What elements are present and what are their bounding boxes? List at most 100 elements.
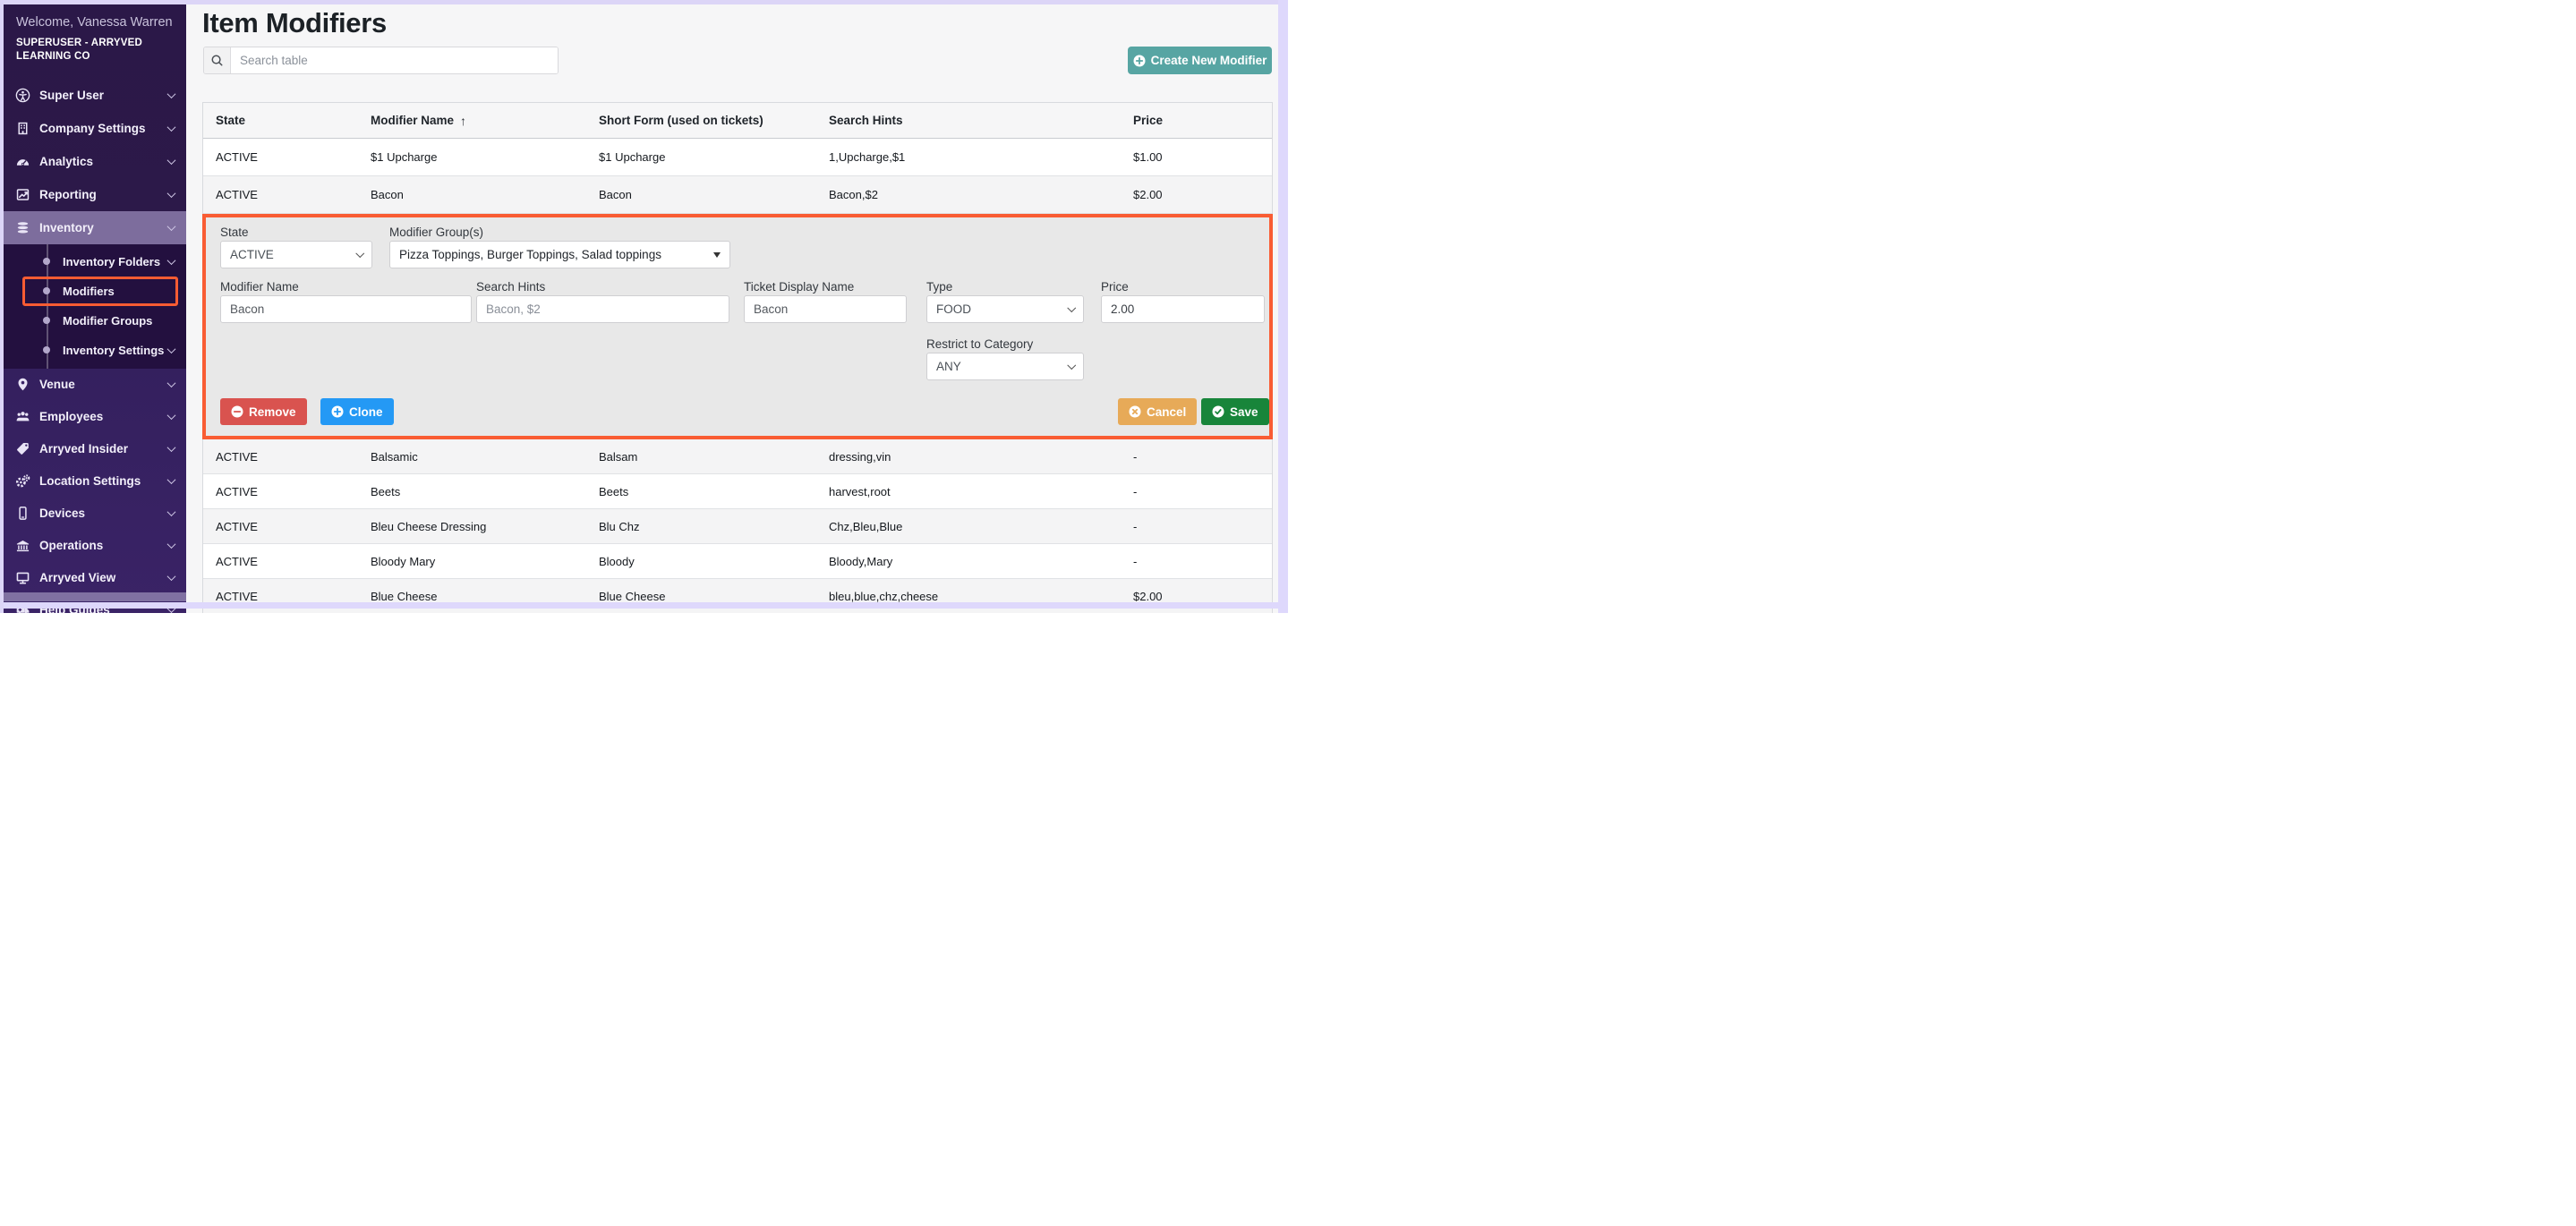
sidebar-item-devices[interactable]: Devices: [4, 498, 186, 530]
sidebar-item-venue[interactable]: Venue: [4, 369, 186, 401]
state-select[interactable]: ACTIVE: [220, 241, 372, 268]
horizontal-scrollbar[interactable]: [4, 602, 1278, 609]
column-header-state[interactable]: State: [216, 114, 246, 127]
cell-modifier-name: Bacon: [371, 188, 404, 201]
table-row[interactable]: ACTIVE Bleu Cheese Dressing Blu Chz Chz,…: [203, 509, 1272, 544]
table-row[interactable]: ACTIVE Bloody Mary Bloody Bloody,Mary -: [203, 544, 1272, 579]
sidebar-item-company-settings[interactable]: Company Settings: [4, 112, 186, 145]
cell-search-hints: harvest,root: [829, 484, 891, 498]
x-circle-icon: [1129, 405, 1141, 418]
clone-button[interactable]: Clone: [320, 398, 394, 425]
price-label: Price: [1101, 280, 1129, 294]
bullet-icon: [43, 287, 50, 295]
column-header-price[interactable]: Price: [1121, 103, 1272, 138]
sidebar-item-employees[interactable]: Employees: [4, 401, 186, 433]
welcome-text: Welcome, Vanessa Warren: [16, 15, 173, 30]
bullet-icon: [43, 317, 50, 325]
cell-short-form: Blue Cheese: [599, 589, 666, 603]
sidebar-item-modifier-groups[interactable]: Modifier Groups: [4, 306, 186, 336]
cell-search-hints: Bloody,Mary: [829, 554, 893, 568]
ticket-display-name-input[interactable]: [744, 295, 907, 323]
sidebar-item-super-user[interactable]: Super User: [4, 79, 186, 112]
column-header-search-hints[interactable]: Search Hints: [816, 103, 1121, 138]
price-input[interactable]: [1101, 295, 1265, 323]
remove-button[interactable]: Remove: [220, 398, 307, 425]
sidebar-scrollbar[interactable]: [4, 592, 186, 601]
cell-price: -: [1133, 449, 1138, 464]
cell-price: -: [1133, 484, 1138, 498]
table-header-row: State Modifier Name ↑ Short Form (used on…: [203, 103, 1272, 139]
cell-state: ACTIVE: [216, 188, 258, 201]
table-row[interactable]: ACTIVE Beets Beets harvest,root -: [203, 474, 1272, 509]
cell-price: -: [1133, 519, 1138, 533]
bullet-icon: [43, 346, 50, 354]
cell-short-form: Blu Chz: [599, 519, 640, 533]
save-button[interactable]: Save: [1201, 398, 1269, 425]
sidebar-item-label: Location Settings: [39, 474, 141, 489]
sidebar: Welcome, Vanessa Warren SUPERUSER - ARRY…: [4, 4, 186, 613]
modifiers-table: State Modifier Name ↑ Short Form (used on…: [202, 102, 1273, 613]
cell-price: $2.00: [1133, 589, 1163, 603]
sidebar-item-inventory-settings[interactable]: Inventory Settings: [4, 336, 186, 365]
page-title: Item Modifiers: [202, 7, 387, 38]
sidebar-item-modifiers[interactable]: Modifiers: [4, 276, 186, 306]
vertical-scrollbar[interactable]: [1278, 0, 1288, 613]
sidebar-item-location-settings[interactable]: Location Settings: [4, 465, 186, 498]
cell-state: ACTIVE: [216, 484, 258, 498]
chevron-down-icon: [166, 507, 176, 517]
sidebar-item-inventory[interactable]: Inventory: [4, 210, 186, 244]
table-row[interactable]: ACTIVE Bacon Bacon Bacon,$2 $2.00: [203, 176, 1272, 214]
minus-circle-icon: [231, 405, 243, 418]
restrict-to-category-select[interactable]: ANY: [926, 353, 1084, 380]
gears-icon: [15, 473, 30, 489]
table-row[interactable]: ACTIVE Balsamic Balsam dressing,vin -: [203, 439, 1272, 474]
chevron-down-icon: [166, 156, 176, 165]
bank-icon: [15, 538, 30, 553]
search-hints-label: Search Hints: [476, 280, 546, 294]
account-name: SUPERUSER - ARRYVED LEARNING CO: [16, 38, 142, 62]
sidebar-item-operations[interactable]: Operations: [4, 530, 186, 562]
sidebar-item-arryved-insider[interactable]: Arryved Insider: [4, 433, 186, 465]
search-input[interactable]: [231, 47, 558, 73]
chevron-down-icon: [166, 256, 176, 265]
tag-icon: [15, 441, 30, 456]
chevron-down-icon: [1067, 361, 1076, 370]
sidebar-item-arryved-view[interactable]: Arryved View: [4, 562, 186, 594]
cell-search-hints: bleu,blue,chz,cheese: [829, 589, 939, 603]
state-label: State: [220, 226, 249, 239]
table-row[interactable]: ACTIVE $1 Upcharge $1 Upcharge 1,Upcharg…: [203, 139, 1272, 176]
sidebar-item-label: Inventory: [39, 220, 94, 234]
sidebar-item-label: Operations: [39, 539, 104, 553]
cell-modifier-name: Bloody Mary: [371, 554, 436, 568]
sidebar-item-label: Inventory Folders: [63, 254, 161, 268]
cell-short-form: $1 Upcharge: [599, 150, 666, 164]
cell-modifier-name: Bleu Cheese Dressing: [371, 519, 487, 533]
database-icon: [15, 220, 30, 235]
cell-short-form: Balsam: [599, 449, 638, 464]
modifier-groups-label: Modifier Group(s): [389, 226, 484, 239]
sort-ascending-icon: ↑: [460, 113, 467, 128]
modifier-groups-dropdown[interactable]: Pizza Toppings, Burger Toppings, Salad t…: [389, 241, 730, 268]
sidebar-item-label: Analytics: [39, 154, 94, 168]
monitor-icon: [15, 570, 30, 585]
cell-price: $2.00: [1133, 188, 1163, 201]
create-new-modifier-button[interactable]: Create New Modifier: [1128, 47, 1272, 74]
cell-modifier-name: Blue Cheese: [371, 589, 438, 603]
page: Welcome, Vanessa Warren SUPERUSER - ARRY…: [0, 0, 1288, 613]
sidebar-item-inventory-folders[interactable]: Inventory Folders: [4, 247, 186, 277]
sidebar-item-reporting[interactable]: Reporting: [4, 178, 186, 211]
column-header-short-form[interactable]: Short Form (used on tickets): [586, 103, 816, 138]
sidebar-item-analytics[interactable]: Analytics: [4, 145, 186, 178]
cancel-button[interactable]: Cancel: [1118, 398, 1198, 425]
column-header-modifier-name[interactable]: Modifier Name ↑: [358, 103, 586, 138]
chevron-down-icon: [355, 249, 364, 258]
cell-price: $1.00: [1133, 150, 1163, 164]
submenu-rail: [47, 243, 48, 369]
modifier-name-input[interactable]: [220, 295, 472, 323]
gauge-icon: [15, 154, 30, 169]
chevron-down-icon: [166, 345, 176, 353]
type-select[interactable]: FOOD: [926, 295, 1084, 323]
search-hints-input[interactable]: [476, 295, 729, 323]
cell-state: ACTIVE: [216, 519, 258, 533]
chevron-down-icon: [166, 411, 176, 421]
